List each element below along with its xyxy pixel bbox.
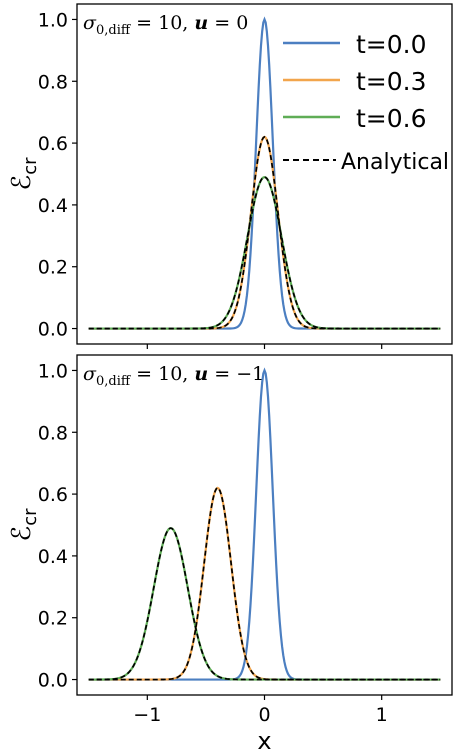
- panel-2: 0.0 0.2 0.4 0.6 0.8 1.0 −1 0 1 ℰcr x σ0,diff = 10, …: [7, 354, 453, 751]
- panel-annotation: σ0,diff = 10, u = 0: [83, 12, 248, 38]
- legend: t=0.0 t=0.3 t=0.6 Analytical: [283, 30, 449, 175]
- series-line-t=0.6: [88, 526, 441, 681]
- y-axis-label: ℰcr: [7, 508, 41, 542]
- y-tick-label: 0.8: [38, 71, 68, 93]
- plot-frame: [76, 354, 453, 696]
- panel-1: 0.0 0.2 0.4 0.6 0.8 1.0 ℰcr σ0,diff = 10, u = 0…: [7, 3, 453, 349]
- x-tick-label: −1: [133, 704, 161, 726]
- y-tick-label: 0.0: [38, 319, 68, 341]
- y-tick-label: 0.0: [38, 670, 68, 692]
- y-tick-label: 0.4: [38, 546, 68, 568]
- analytical-line-t=0.6: [88, 527, 441, 681]
- x-tick-label: 0: [258, 704, 270, 726]
- y-tick-label: 1.0: [38, 360, 68, 382]
- panel-annotation: σ0,diff = 10, u = −1: [83, 363, 264, 389]
- y-tick-label: 0.6: [38, 484, 68, 506]
- y-tick-label: 1.0: [38, 9, 68, 31]
- y-tick-label: 0.2: [38, 608, 68, 630]
- series-line-t=0.6: [88, 175, 441, 330]
- series-line-t=0.3: [88, 486, 441, 681]
- series-line-t=0.0: [88, 367, 441, 681]
- analytical-line-t=0.3: [88, 486, 441, 681]
- legend-label: t=0.0: [356, 30, 427, 59]
- y-tick-label: 0.6: [38, 133, 68, 155]
- legend-label: t=0.6: [356, 104, 427, 133]
- x-tick-label: 1: [376, 704, 388, 726]
- y-tick-label: 0.8: [38, 422, 68, 444]
- y-tick-label: 0.2: [38, 257, 68, 279]
- legend-label: Analytical: [341, 150, 449, 175]
- y-tick-label: 0.4: [38, 195, 68, 217]
- legend-label: t=0.3: [356, 67, 427, 96]
- x-axis-label: x: [257, 727, 271, 751]
- analytical-line-t=0.6: [88, 176, 441, 330]
- y-axis-label: ℰcr: [7, 157, 41, 191]
